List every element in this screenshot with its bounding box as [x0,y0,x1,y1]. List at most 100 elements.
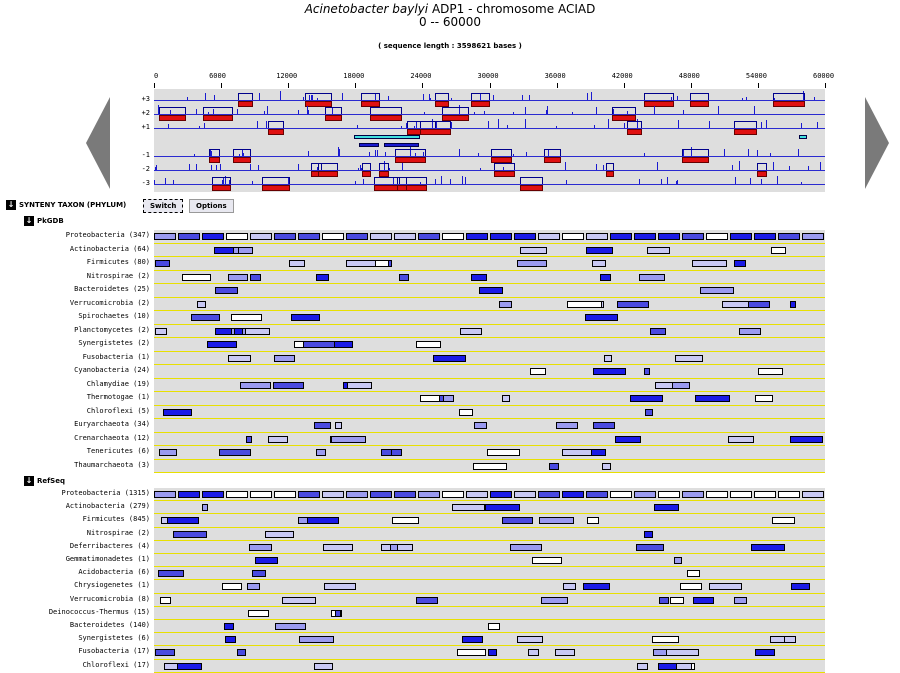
synteny-block[interactable] [238,246,253,254]
synteny-block[interactable] [658,233,680,240]
synteny-block[interactable] [709,583,742,591]
synteny-block[interactable] [610,233,632,240]
gene-feature[interactable] [491,157,512,163]
synteny-block[interactable] [510,543,542,551]
synteny-block[interactable] [178,491,200,498]
gene-feature[interactable] [627,129,642,135]
synteny-block[interactable] [228,273,248,281]
synteny-block[interactable] [246,435,252,443]
gene-feature[interactable] [238,101,253,107]
gene-feature[interactable] [379,171,389,177]
synteny-block[interactable] [301,341,335,348]
synteny-block[interactable] [592,260,606,267]
switch-button[interactable]: Switch [143,199,184,213]
synteny-block[interactable] [538,491,560,498]
download-icon[interactable]: ↓ [24,216,34,226]
synteny-block[interactable] [530,368,546,375]
synteny-block[interactable] [182,273,211,281]
synteny-block[interactable] [289,260,305,267]
pkgdb-synteny-grid[interactable] [154,230,825,473]
refseq-synteny-grid[interactable] [154,488,825,673]
synteny-block[interactable] [370,491,392,498]
synteny-block[interactable] [790,435,823,443]
synteny-block[interactable] [479,287,503,294]
gene-feature[interactable] [395,157,426,163]
synteny-block[interactable] [191,314,220,321]
synteny-block[interactable] [634,233,656,240]
synteny-block[interactable] [802,233,824,240]
synteny-block[interactable] [228,354,251,362]
synteny-block[interactable] [224,623,234,630]
synteny-block[interactable] [791,583,810,591]
synteny-block[interactable] [250,491,272,498]
gene-feature[interactable] [644,101,674,107]
synteny-block[interactable] [459,408,473,416]
synteny-block[interactable] [672,381,690,389]
synteny-block[interactable] [346,491,368,498]
synteny-block[interactable] [730,233,752,240]
synteny-block[interactable] [274,491,296,498]
synteny-block[interactable] [739,327,761,335]
genome-frame-view[interactable]: +3 +2 +1 -1 -2 -3 [142,89,825,192]
synteny-block[interactable] [734,596,747,604]
synteny-block[interactable] [585,314,618,321]
gene-feature[interactable] [370,115,402,121]
synteny-block[interactable] [163,408,192,416]
synteny-block[interactable] [722,300,749,308]
synteny-block[interactable] [155,327,167,335]
synteny-block[interactable] [462,636,483,644]
synteny-block[interactable] [538,233,560,240]
synteny-block[interactable] [693,596,714,604]
gene-feature[interactable] [612,115,636,121]
synteny-block[interactable] [583,583,610,591]
selected-gene-marker[interactable] [354,135,420,139]
synteny-block[interactable] [520,246,547,254]
synteny-block[interactable] [418,233,440,240]
synteny-block[interactable] [734,260,746,267]
synteny-block[interactable] [306,517,339,525]
synteny-block[interactable] [390,543,398,551]
synteny-block[interactable] [488,649,497,657]
synteny-block[interactable] [604,354,612,362]
synteny-block[interactable] [202,233,224,240]
synteny-block[interactable] [730,491,752,498]
synteny-block[interactable] [487,449,520,456]
synteny-block[interactable] [416,596,438,604]
gene-feature[interactable] [374,185,398,191]
synteny-block[interactable] [517,636,543,644]
gene-feature[interactable] [361,101,380,107]
synteny-block[interactable] [586,246,613,254]
synteny-block[interactable] [316,273,329,281]
synteny-block[interactable] [275,623,306,630]
synteny-block[interactable] [392,517,419,525]
synteny-block[interactable] [645,408,653,416]
synteny-block[interactable] [248,609,269,617]
synteny-block[interactable] [630,395,663,402]
synteny-block[interactable] [659,596,669,604]
synteny-block[interactable] [222,583,242,591]
gene-feature[interactable] [442,115,469,121]
gene-feature[interactable] [544,157,561,163]
synteny-block[interactable] [539,517,574,525]
synteny-block[interactable] [610,491,632,498]
synteny-block[interactable] [751,543,785,551]
synteny-block[interactable] [219,449,251,456]
synteny-block[interactable] [155,260,170,267]
synteny-block[interactable] [488,623,500,630]
synteny-block[interactable] [173,530,207,538]
synteny-block[interactable] [247,583,260,591]
gene-feature[interactable] [471,101,490,107]
synteny-block[interactable] [250,233,272,240]
selected-gene-marker[interactable] [359,143,379,147]
gene-feature[interactable] [325,115,342,121]
synteny-block[interactable] [562,449,592,456]
synteny-block[interactable] [226,491,248,498]
download-icon[interactable]: ↓ [24,476,34,486]
synteny-block[interactable] [214,246,234,254]
synteny-block[interactable] [586,233,608,240]
scroll-left-arrow-icon[interactable] [86,97,110,189]
synteny-block[interactable] [154,491,176,498]
gene-feature[interactable] [773,101,805,107]
synteny-block[interactable] [593,422,615,429]
synteny-block[interactable] [473,462,507,470]
